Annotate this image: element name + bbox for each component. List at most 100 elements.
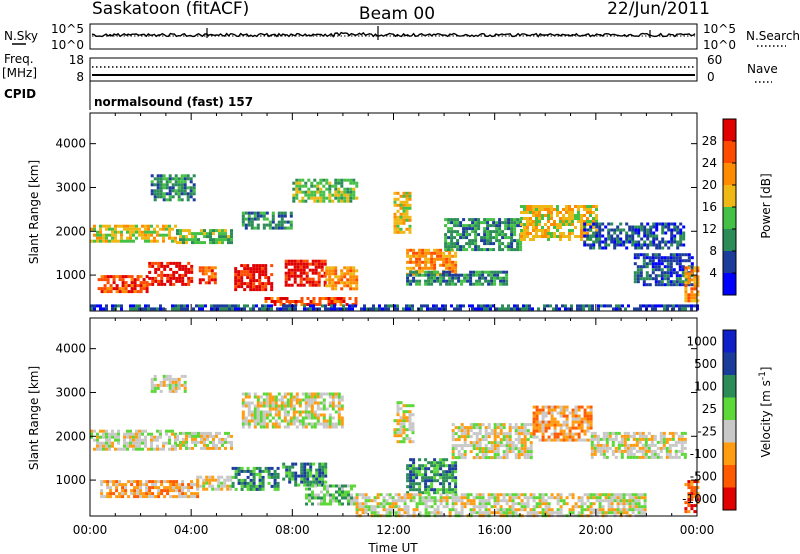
power-region-0-cell [108,227,111,231]
velocity-region-11-cell [529,432,533,436]
power-region-0-cell [99,233,102,237]
velocity-region-0-cell [150,441,153,445]
power-region-18-cell [690,274,694,278]
cpid-label: CPID [4,87,36,101]
power-region-16-cell [556,229,559,232]
power-region-17-cell [595,240,599,244]
velocity-region-10-cell [448,476,452,480]
velocity-region-2-cell [166,492,170,496]
power-region-11-cell [334,190,338,194]
power-region-20-cell [480,307,483,311]
velocity-region-12-cell [568,411,572,415]
velocity-region-2-cell [178,486,182,490]
velocity-region-7-cell [271,404,275,408]
velocity-region-15-cell [463,496,467,500]
velocity-region-7-cell [322,419,326,423]
velocity-region-15-cell [592,508,596,512]
velocity-region-1-cell [224,431,227,435]
power-region-0-cell [114,233,117,237]
velocity-region-13-cell [632,443,636,447]
power-region-4-cell [207,281,211,285]
velocity-region-0-cell [117,441,120,445]
power-region-20-cell [282,304,285,308]
power-region-11-cell [325,181,329,185]
power-region-15-cell [471,242,475,246]
power-region-11-cell [304,193,308,197]
power-region-13-cell [451,269,455,273]
velocity-region-4-cell [267,475,271,479]
velocity-region-2-cell [178,495,182,499]
power-region-16-cell [535,217,538,220]
velocity-region-0-cell [156,447,159,451]
power-region-9-cell [162,174,166,178]
power-region-17-cell [667,225,671,229]
power-region-16-cell [538,208,541,211]
power-region-1-cell [206,235,209,239]
velocity-region-3-cell [205,481,209,485]
power-region-11-cell [313,178,317,182]
velocity-region-7-cell [322,392,326,396]
velocity-region-7-cell [325,419,329,423]
velocity-region-7-cell [268,407,272,411]
power-region-4-cell [210,266,214,270]
velocity-region-11-cell [508,447,512,451]
power-region-17-cell [637,234,641,238]
power-region-5-cell [234,276,238,280]
power-region-18-cell [669,268,673,272]
power-region-15-cell [477,221,481,225]
power-region-15-cell [444,218,448,222]
velocity-region-7-cell [286,410,290,414]
velocity-region-13-cell [620,437,624,441]
power-region-1-cell [215,229,218,233]
power-region-15-cell [513,224,517,228]
power-region-13-cell [442,263,446,267]
power-region-16-cell [562,223,565,226]
velocity-region-11-cell [451,453,455,457]
power-region-0-cell [93,227,96,231]
power-region-16-cell [544,229,547,232]
velocity-region-12-cell [538,411,542,415]
power-region-0-cell [162,233,165,237]
velocity-region-13-cell [629,434,633,438]
velocity-region-6-cell [338,490,341,494]
power-region-16-cell [568,232,571,235]
velocity-region-7-cell [313,410,317,414]
velocity-region-10-cell [448,491,452,495]
velocity-region-2-cell [175,489,179,493]
power-region-8-cell [354,300,358,303]
velocity-region-12-cell [565,417,569,421]
power-region-11-cell [316,181,320,185]
power-region-1-cell [179,229,182,233]
power-region-2-cell [121,290,125,294]
velocity-region-13-cell [647,449,651,453]
velocity-region-5-cell [324,468,328,472]
velocity-region-13-cell [632,434,636,438]
power-region-11-cell [295,187,299,191]
power-region-9-cell [162,186,166,190]
power-region-5-cell [264,273,268,277]
velocity-region-15-cell [544,502,548,506]
velocity-region-9-cell [399,434,403,438]
date-title: 22/Jun/2011 [607,0,710,19]
power-region-1-cell [221,235,224,239]
power-region-17-cell [598,231,602,235]
power-ytick-label: 1000 [55,268,86,282]
velocity-region-9-cell [396,440,400,444]
velocity-region-15-cell [613,508,617,512]
velocity-region-2-cell [145,480,149,484]
power-region-12-cell [393,215,397,219]
power-region-8-cell [264,300,268,303]
velocity-region-13-cell [653,452,657,456]
velocity-region-8-cell [174,383,178,387]
power-region-3-cell [181,276,185,280]
power-region-6-cell [305,265,309,269]
velocity-region-1-cell [209,434,212,438]
power-region-14-cell [418,273,422,277]
power-region-15-cell [480,236,484,240]
power-region-11-cell [295,178,299,182]
velocity-region-10-cell [448,467,452,471]
power-region-16-cell [541,214,544,217]
power-region-3-cell [163,282,167,286]
power-region-6-cell [302,259,306,263]
power-region-13-cell [448,254,452,258]
